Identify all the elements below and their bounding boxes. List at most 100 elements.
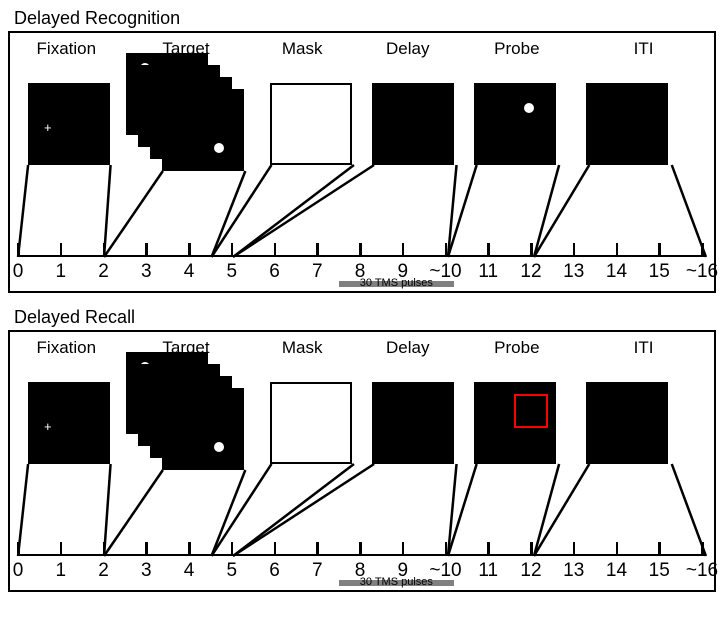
panel-box: FixationTargetMaskDelayProbeITI+01234567… [8,31,716,293]
timeline-tick-label: 14 [606,261,627,283]
timeline-tick-label: 2 [98,261,109,283]
timeline-tick [402,542,405,556]
panel-title: Delayed Recognition [14,8,716,29]
timeline-tick [658,243,661,257]
timeline-tick-label: 7 [312,560,323,582]
phase-label: Probe [461,338,574,358]
timeline-tick [145,243,148,257]
timeline-tick [616,542,619,556]
stimulus: + [28,83,110,165]
timeline-tick [616,243,619,257]
timeline-tick-label: 1 [55,560,66,582]
panel-title: Delayed Recall [14,307,716,328]
timeline-tick [445,243,448,257]
timeline-tick [701,243,704,257]
timeline-tick-label: 13 [563,560,584,582]
timeline-tick-label: 5 [226,560,237,582]
timeline-tick-label: ~10 [429,261,461,283]
timeline-tick-label: ~16 [686,560,718,582]
timeline-tick-label: 6 [269,560,280,582]
timeline-tick [316,243,319,257]
timeline-tick-label: 15 [649,261,670,283]
timeline-tick [103,243,106,257]
tms-label: 30 TMS pulses [360,576,433,588]
phase-labels: FixationTargetMaskDelayProbeITI [10,338,714,358]
timeline-tick-label: 0 [13,261,24,283]
timeline-tick [701,542,704,556]
timeline-tick [274,542,277,556]
phase-label: Fixation [10,338,123,358]
timeline-tick [658,542,661,556]
timeline-tick-label: 3 [141,261,152,283]
timeline-tick [103,542,106,556]
timeline [18,554,706,557]
stimulus [474,83,556,165]
timeline-tick-label: 3 [141,560,152,582]
timeline-tick-label: 5 [226,261,237,283]
phase-label: Mask [249,39,355,59]
timeline-tick-label: 7 [312,261,323,283]
timeline-tick [274,243,277,257]
timeline-tick-label: 12 [520,261,541,283]
timeline-tick-label: 4 [184,261,195,283]
timeline-tick [60,542,63,556]
timeline-tick [445,542,448,556]
timeline-tick [60,243,63,257]
timeline-tick-label: ~16 [686,261,718,283]
panel-0: Delayed Recognition FixationTargetMaskDel… [8,8,716,293]
timeline-tick [17,243,20,257]
stimulus [270,83,352,165]
timeline-tick [487,542,490,556]
timeline-tick [359,243,362,257]
phase-labels: FixationTargetMaskDelayProbeITI [10,39,714,59]
phase-label: Mask [249,338,355,358]
timeline-tick-label: 13 [563,261,584,283]
timeline-tick [487,243,490,257]
fixation-cross-icon: + [44,121,52,134]
timeline-tick-label: 11 [478,560,498,582]
tms-label: 30 TMS pulses [360,277,433,289]
timeline-tick-label: 2 [98,560,109,582]
timeline-tick [402,243,405,257]
timeline-tick-label: 14 [606,560,627,582]
timeline-tick [530,542,533,556]
phase-label: Delay [355,338,461,358]
timeline-tick [359,542,362,556]
timeline-tick [188,243,191,257]
panel-box: FixationTargetMaskDelayProbeITI+01234567… [8,330,716,592]
timeline-tick-label: 1 [55,261,66,283]
timeline-tick-label: 0 [13,560,24,582]
timeline-tick-label: 11 [478,261,498,283]
panel-1: Delayed Recall FixationTargetMaskDelayPro… [8,307,716,592]
timeline-tick [17,542,20,556]
timeline-tick-label: 15 [649,560,670,582]
probe-dot-icon [524,103,534,113]
stimulus [270,382,352,464]
phase-label: Delay [355,39,461,59]
probe-red-square-icon [514,394,548,428]
stimulus: + [28,382,110,464]
target-frame [162,388,244,470]
timeline-tick [231,243,234,257]
timeline-tick [573,542,576,556]
stimulus [586,83,668,165]
phase-label: ITI [573,338,714,358]
timeline-tick-label: 12 [520,560,541,582]
phase-label: Fixation [10,39,123,59]
target-frame [162,89,244,171]
stimulus [372,83,454,165]
stimulus [372,382,454,464]
timeline-tick [573,243,576,257]
timeline [18,255,706,258]
timeline-tick [316,542,319,556]
phase-label: ITI [573,39,714,59]
timeline-tick [231,542,234,556]
target-dot-icon [214,442,224,452]
timeline-tick-label: 6 [269,261,280,283]
target-dot-icon [214,143,224,153]
stimulus [586,382,668,464]
phase-label: Probe [461,39,574,59]
timeline-tick-label: ~10 [429,560,461,582]
fixation-cross-icon: + [44,420,52,433]
timeline-tick-label: 4 [184,560,195,582]
